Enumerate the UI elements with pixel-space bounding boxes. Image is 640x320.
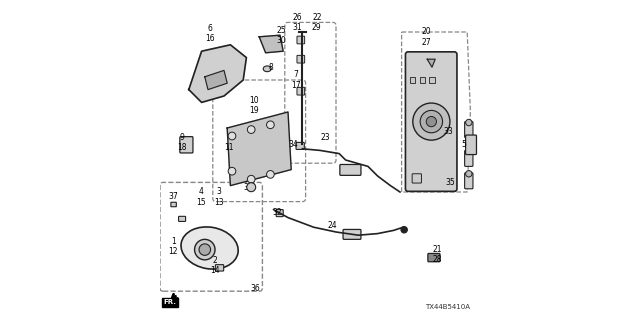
FancyBboxPatch shape bbox=[296, 142, 305, 149]
Ellipse shape bbox=[181, 227, 238, 269]
Circle shape bbox=[266, 171, 274, 178]
FancyBboxPatch shape bbox=[466, 135, 476, 155]
Text: 21
28: 21 28 bbox=[432, 245, 442, 264]
Polygon shape bbox=[189, 45, 246, 102]
Text: 11: 11 bbox=[224, 143, 234, 152]
Text: 7
17: 7 17 bbox=[291, 70, 301, 90]
Ellipse shape bbox=[263, 66, 271, 72]
FancyBboxPatch shape bbox=[171, 202, 177, 207]
Text: 5: 5 bbox=[461, 140, 466, 148]
Text: TX44B5410A: TX44B5410A bbox=[426, 304, 470, 310]
FancyBboxPatch shape bbox=[465, 173, 473, 189]
Polygon shape bbox=[259, 35, 283, 53]
FancyBboxPatch shape bbox=[340, 164, 361, 175]
Text: 2
14: 2 14 bbox=[210, 256, 220, 275]
FancyBboxPatch shape bbox=[179, 216, 186, 221]
Text: 38: 38 bbox=[244, 183, 253, 192]
FancyBboxPatch shape bbox=[180, 137, 193, 153]
Text: 22
29: 22 29 bbox=[312, 13, 322, 32]
Circle shape bbox=[199, 244, 211, 255]
Text: 4
15: 4 15 bbox=[196, 187, 206, 206]
Circle shape bbox=[228, 132, 236, 140]
Text: 9
18: 9 18 bbox=[177, 133, 186, 152]
Text: 23: 23 bbox=[321, 133, 331, 142]
Bar bbox=[420, 77, 425, 83]
Text: FR.: FR. bbox=[164, 300, 177, 305]
FancyBboxPatch shape bbox=[406, 52, 457, 191]
Circle shape bbox=[466, 119, 472, 126]
Text: 33: 33 bbox=[443, 127, 453, 136]
Text: 35: 35 bbox=[445, 178, 456, 187]
Text: 25
30: 25 30 bbox=[276, 26, 286, 45]
FancyBboxPatch shape bbox=[276, 210, 283, 217]
Circle shape bbox=[247, 126, 255, 133]
Text: 6
16: 6 16 bbox=[205, 24, 214, 43]
Text: 26
31: 26 31 bbox=[292, 13, 303, 32]
Text: 1
12: 1 12 bbox=[169, 237, 178, 256]
FancyBboxPatch shape bbox=[465, 122, 473, 138]
Text: 34: 34 bbox=[289, 140, 299, 149]
Polygon shape bbox=[227, 112, 291, 186]
Circle shape bbox=[420, 110, 443, 133]
Text: 24: 24 bbox=[328, 221, 338, 230]
Text: 3
13: 3 13 bbox=[214, 187, 223, 206]
Circle shape bbox=[266, 121, 274, 129]
Circle shape bbox=[195, 239, 215, 260]
FancyBboxPatch shape bbox=[297, 55, 305, 63]
Circle shape bbox=[426, 116, 436, 127]
Polygon shape bbox=[205, 70, 227, 90]
Text: 8: 8 bbox=[268, 63, 273, 72]
FancyBboxPatch shape bbox=[465, 150, 473, 166]
FancyBboxPatch shape bbox=[343, 229, 361, 239]
FancyBboxPatch shape bbox=[215, 265, 224, 271]
Circle shape bbox=[247, 175, 255, 183]
Circle shape bbox=[466, 148, 472, 155]
Circle shape bbox=[228, 167, 236, 175]
Circle shape bbox=[466, 171, 472, 177]
Text: 32: 32 bbox=[273, 208, 282, 217]
FancyBboxPatch shape bbox=[412, 174, 422, 183]
Bar bbox=[429, 77, 435, 83]
Polygon shape bbox=[428, 59, 435, 67]
Circle shape bbox=[247, 183, 255, 192]
Bar bbox=[410, 77, 415, 83]
FancyBboxPatch shape bbox=[297, 87, 305, 95]
Text: 20
27: 20 27 bbox=[421, 27, 431, 46]
FancyBboxPatch shape bbox=[428, 253, 440, 262]
FancyBboxPatch shape bbox=[297, 36, 305, 44]
Circle shape bbox=[413, 103, 450, 140]
Circle shape bbox=[401, 227, 407, 233]
Text: 37: 37 bbox=[168, 192, 179, 201]
Text: 10
19: 10 19 bbox=[250, 96, 259, 115]
Text: 36: 36 bbox=[250, 284, 260, 293]
